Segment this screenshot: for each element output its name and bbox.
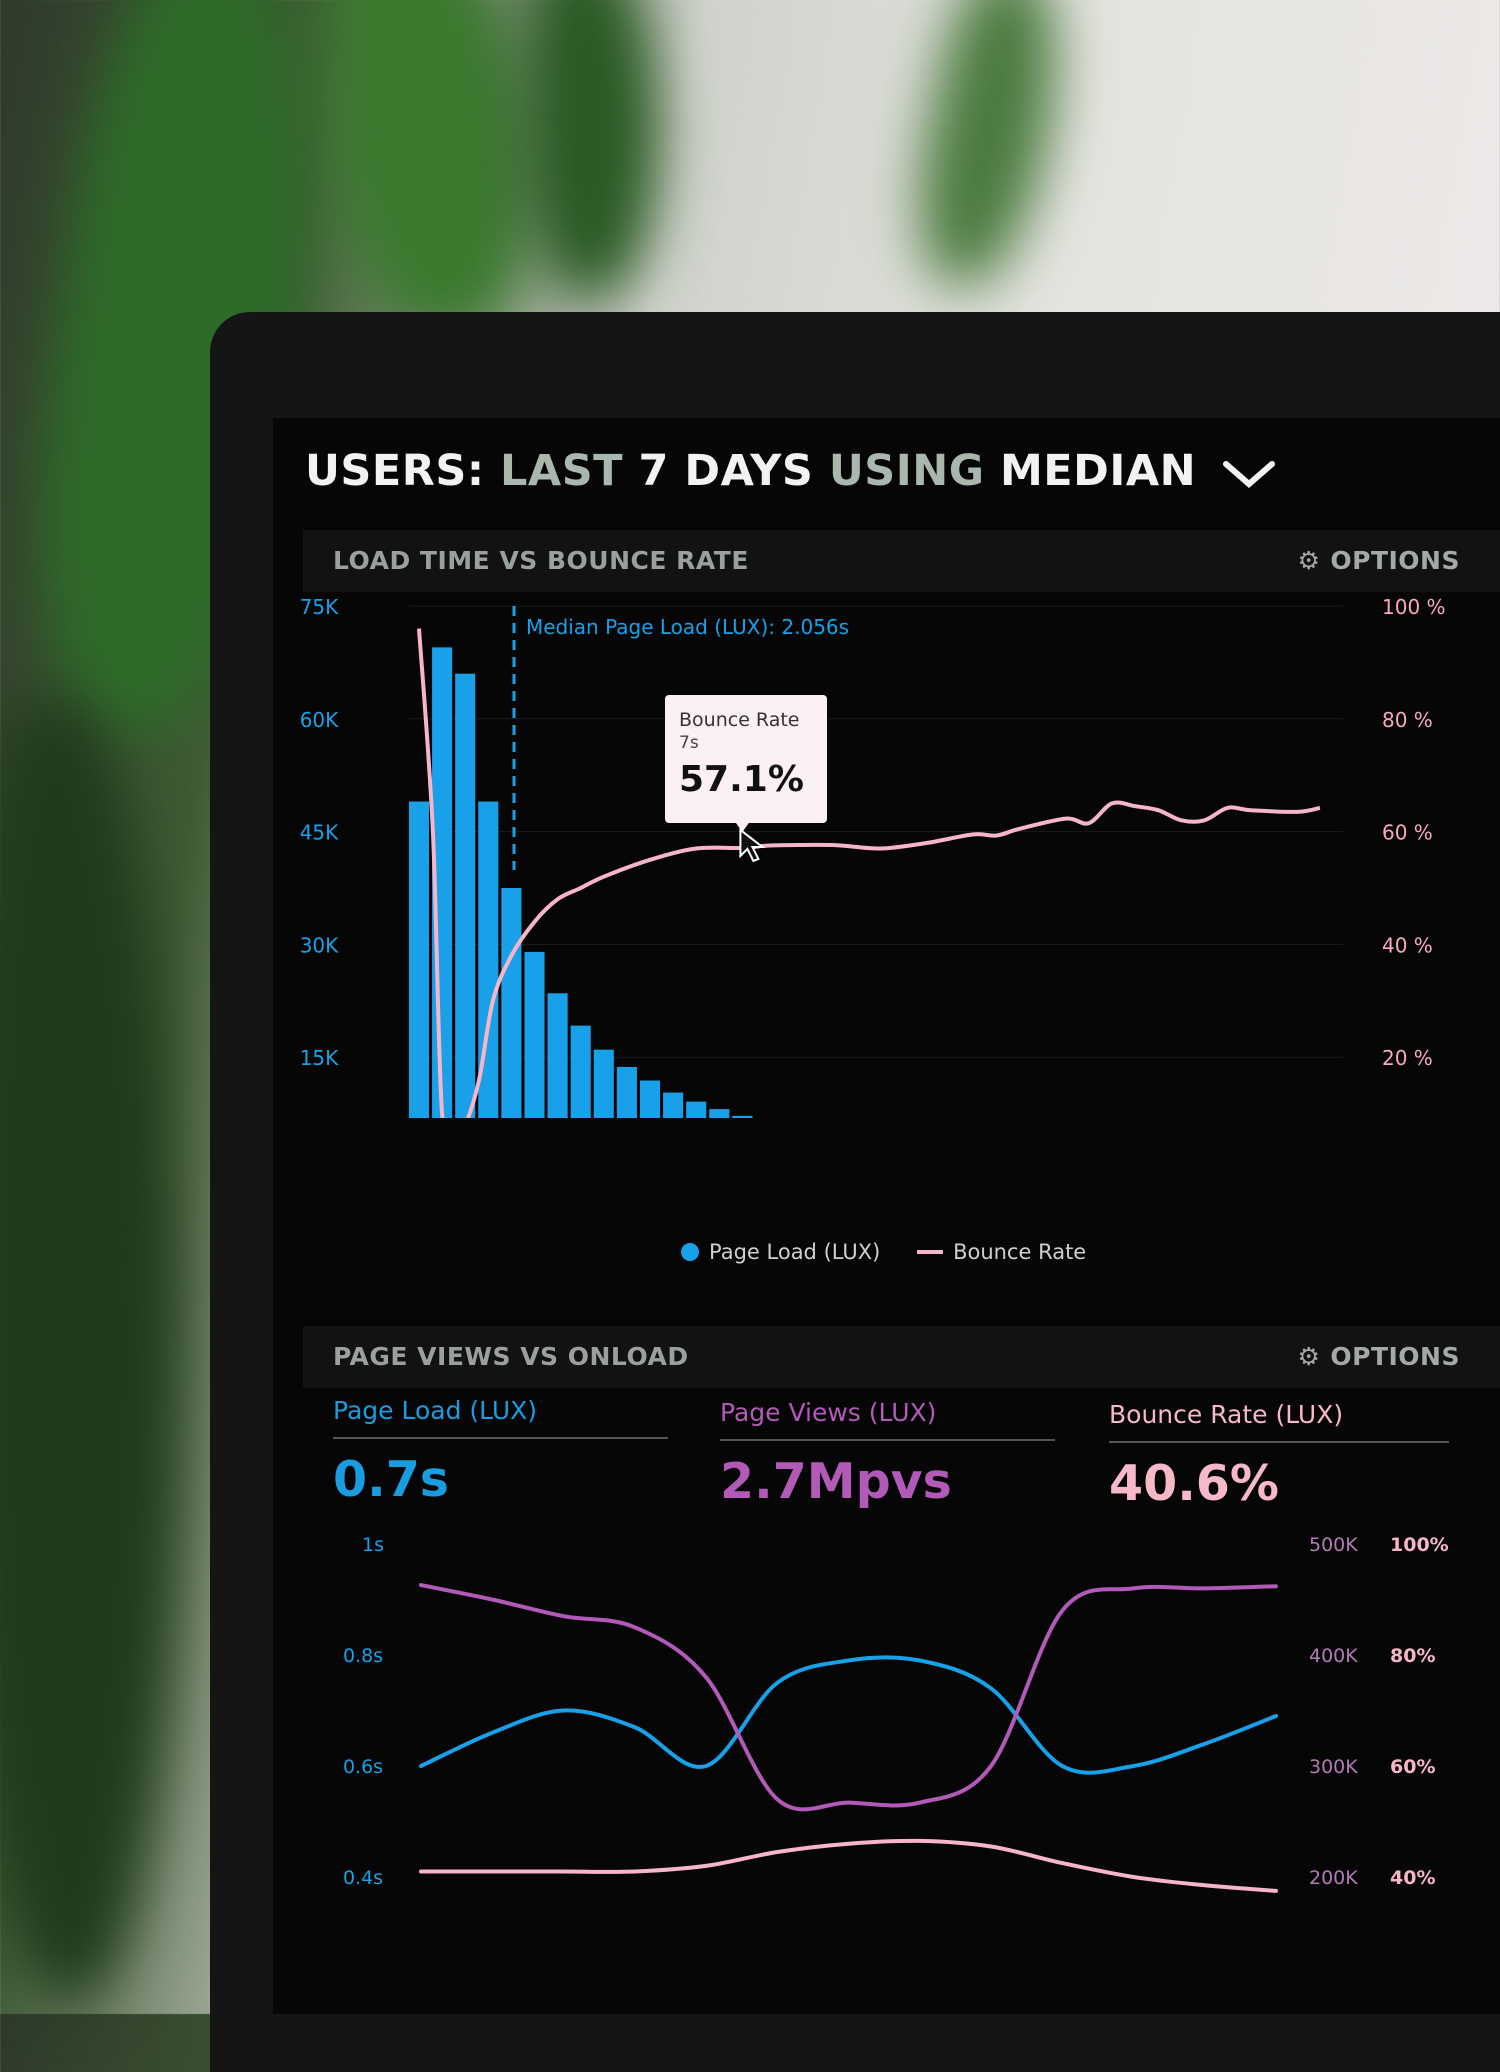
- y-right-tick-label: 80%: [1390, 1645, 1435, 1667]
- y-left-tick-label: 1s: [362, 1534, 384, 1556]
- y-right-tick-label: 40%: [1390, 1867, 1435, 1889]
- background-plant-leaf: [308, 0, 552, 350]
- y-right-tick-label: 60%: [1390, 1756, 1435, 1778]
- bar: [686, 1101, 707, 1118]
- bar: [455, 673, 476, 1118]
- y-left-tick-label: 30K: [300, 933, 339, 957]
- options-button[interactable]: ⚙ OPTIONS: [1297, 546, 1460, 575]
- options-button[interactable]: ⚙ OPTIONS: [1297, 1342, 1460, 1371]
- y-left-tick-label: 0.4s: [343, 1867, 383, 1889]
- title-last: LAST: [500, 446, 624, 496]
- bar: [639, 1080, 661, 1118]
- y-left-tick-label: 60K: [300, 708, 339, 732]
- panel-title: PAGE VIEWS VS ONLOAD: [333, 1342, 689, 1371]
- tooltip-value: 57.1%: [679, 759, 804, 800]
- metric-bounce-rate[interactable]: Bounce Rate (LUX) 40.6%: [1109, 1400, 1449, 1512]
- title-aggregation: MEDIAN: [1000, 446, 1197, 496]
- title-period: 7 DAYS: [638, 446, 814, 496]
- bar: [663, 1092, 684, 1118]
- y-left-tick-label: 75K: [300, 595, 339, 619]
- y-right-tick-label: 300K: [1309, 1756, 1358, 1778]
- panel-title: LOAD TIME VS BOUNCE RATE: [333, 546, 749, 575]
- bar: [501, 888, 522, 1118]
- bar: [570, 1025, 591, 1118]
- bar: [408, 801, 430, 1118]
- bar: [478, 801, 499, 1118]
- background-plant-leaf: [520, 0, 660, 300]
- cursor-icon: [739, 827, 766, 863]
- legend-swatch-page-load: [681, 1243, 699, 1261]
- metric-page-views[interactable]: Page Views (LUX) 2.7Mpvs: [720, 1398, 1055, 1510]
- metric-label: Bounce Rate (LUX): [1109, 1400, 1449, 1443]
- page-views-line: [419, 1583, 1278, 1812]
- metric-label: Page Load (LUX): [333, 1396, 668, 1439]
- title-users: USERS:: [305, 446, 485, 496]
- y-left-tick-label: 0.6s: [343, 1756, 383, 1778]
- y-right-tick-label: 400K: [1309, 1645, 1358, 1667]
- bar: [616, 1066, 637, 1118]
- y-right-tick-label: 80 %: [1382, 708, 1433, 732]
- load-vs-bounce-chart: 015K30K45K60K75K0 %20 %40 %60 %80 %100 %…: [300, 595, 1446, 1118]
- gear-icon: ⚙: [1297, 1342, 1321, 1371]
- panel-header-load-vs-bounce: LOAD TIME VS BOUNCE RATE ⚙ OPTIONS: [303, 530, 1500, 592]
- background-plant-leaf: [0, 700, 180, 2000]
- options-label: OPTIONS: [1330, 1342, 1460, 1371]
- y-right-tick-label: 60 %: [1382, 821, 1433, 845]
- y-left-tick-label: 0.8s: [343, 1645, 383, 1667]
- y-right-tick-label: 200K: [1309, 1867, 1358, 1889]
- legend-bounce-rate[interactable]: Bounce Rate: [953, 1240, 1087, 1264]
- bar: [593, 1049, 614, 1118]
- background-plant-leaf: [897, 0, 1083, 299]
- legend-swatch-bounce-rate: [917, 1250, 944, 1254]
- page-load-line: [419, 1655, 1278, 1775]
- y-right-tick-label: 100%: [1390, 1534, 1449, 1556]
- chart-tooltip: Bounce Rate 7s 57.1%: [665, 695, 827, 823]
- metric-value: 0.7s: [333, 1451, 449, 1508]
- bar: [732, 1115, 753, 1118]
- metric-value: 2.7Mpvs: [720, 1453, 952, 1510]
- chart-legend: Page Load (LUX) Bounce Rate: [681, 1240, 1086, 1264]
- metric-label: Page Views (LUX): [720, 1398, 1055, 1441]
- tooltip-sub: 7s: [679, 733, 699, 753]
- options-label: OPTIONS: [1330, 546, 1460, 575]
- median-annotation: Median Page Load (LUX): 2.056s: [526, 615, 849, 639]
- tooltip-title: Bounce Rate: [679, 709, 800, 731]
- bar: [709, 1109, 730, 1118]
- y-right-tick-label: 500K: [1309, 1534, 1358, 1556]
- bounce-rate-line: [419, 1838, 1278, 1893]
- chevron-down-icon[interactable]: [1222, 458, 1276, 490]
- y-right-tick-label: 40 %: [1382, 933, 1433, 957]
- dashboard-screen: USERS: LAST 7 DAYS USING MEDIAN LOAD TIM…: [273, 418, 1500, 2014]
- y-left-tick-label: 45K: [300, 821, 339, 845]
- metric-page-load[interactable]: Page Load (LUX) 0.7s: [333, 1396, 668, 1508]
- bar: [524, 951, 545, 1118]
- bounce-rate-line: [417, 628, 1321, 1118]
- y-right-tick-label: 20 %: [1382, 1046, 1433, 1070]
- title-using: USING: [828, 446, 985, 496]
- y-left-tick-label: 15K: [300, 1046, 339, 1070]
- bar: [547, 993, 568, 1118]
- legend-page-load[interactable]: Page Load (LUX): [709, 1240, 881, 1264]
- gear-icon: ⚙: [1297, 546, 1321, 575]
- metric-value: 40.6%: [1109, 1455, 1279, 1512]
- dashboard-title[interactable]: USERS: LAST 7 DAYS USING MEDIAN: [305, 446, 1276, 496]
- panel-header-views-vs-onload: PAGE VIEWS VS ONLOAD ⚙ OPTIONS: [303, 1326, 1500, 1388]
- y-right-tick-label: 100 %: [1382, 595, 1446, 619]
